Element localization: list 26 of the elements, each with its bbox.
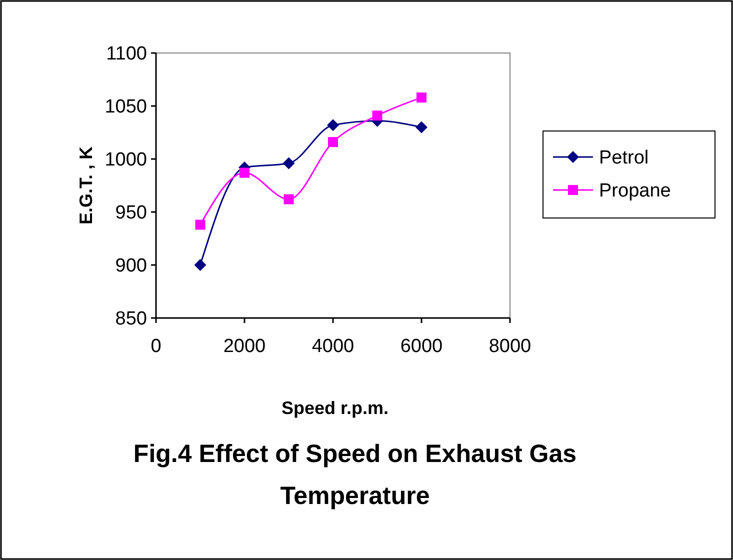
y-axis-title: E.G.T. , K [76,146,96,225]
x-tick-label: 4000 [312,336,354,357]
point [240,168,250,178]
point [282,157,295,170]
point [195,220,206,230]
point [284,194,294,204]
point [416,121,428,134]
y-tick-label: 1000 [104,150,147,171]
x-tick-label: 8000 [488,336,532,357]
point [416,92,426,103]
y-tick-label: 950 [115,202,147,224]
legend-label: Petrol [599,148,649,169]
x-tick-label: 0 [150,336,162,357]
x-axis-title: Speed r.p.m. [281,398,389,418]
point [327,119,339,132]
point [194,259,206,271]
y-tick-label: 850 [115,308,147,330]
point [328,137,338,148]
text: Fig.4 Effect of Speed on Exhaust Gas Temperature [133,440,577,510]
x-tick-label: 2000 [223,336,266,357]
x-tick-label: 6000 [400,336,443,357]
point [372,110,382,121]
y-tick-label: 1050 [104,96,147,118]
y-tick-label: 1100 [106,44,147,65]
y-tick-label: 900 [115,256,147,277]
legend-label: Propane [599,180,671,202]
